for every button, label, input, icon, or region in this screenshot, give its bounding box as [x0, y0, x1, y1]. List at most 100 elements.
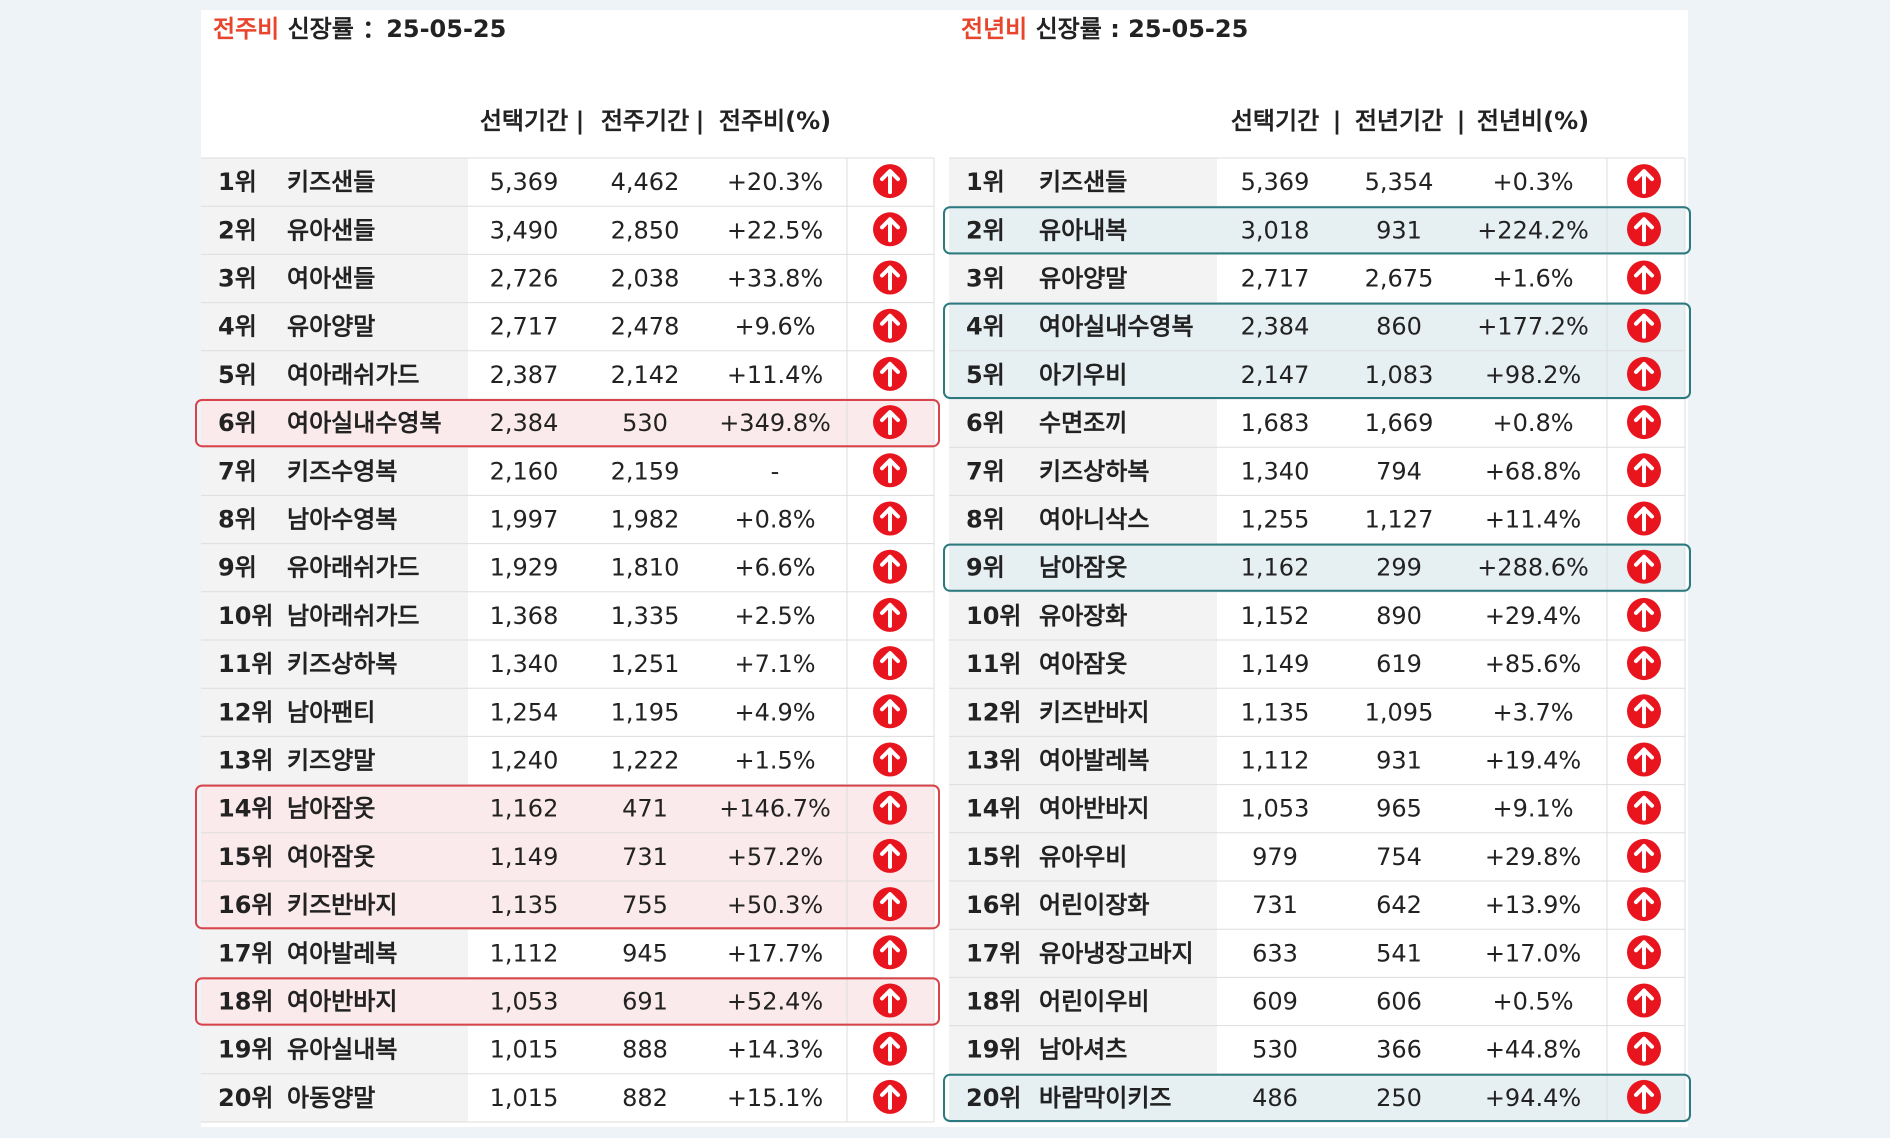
cell-value: 541 [1376, 939, 1422, 967]
cell-value: 2,717 [1241, 265, 1310, 293]
up-arrow [880, 410, 900, 436]
cell-value: 633 [1252, 939, 1298, 967]
cell-value: +146.7% [719, 795, 831, 823]
cell-value: 2,038 [611, 265, 680, 293]
cell-value: 5,354 [1365, 168, 1434, 196]
rank: 2위 [218, 216, 257, 244]
cell-value: +224.2% [1477, 216, 1589, 244]
cell-value: +17.0% [1485, 939, 1581, 967]
cell-value: 2,159 [611, 457, 680, 485]
cell-value: 794 [1376, 457, 1422, 485]
rank: 13위 [966, 747, 1021, 775]
cell-value: 486 [1252, 1084, 1298, 1112]
cell-value: +2.5% [734, 602, 815, 630]
up-arrow [1634, 602, 1654, 628]
up-arrow [880, 699, 900, 725]
rank: 9위 [218, 554, 257, 582]
up-arrow [880, 265, 900, 291]
cell-value: +3.7% [1492, 698, 1573, 726]
item-name: 여아실내수영복 [1039, 313, 1194, 341]
cell-value: 609 [1252, 988, 1298, 1016]
up-arrow [1634, 940, 1654, 966]
title-rest: 신장률 : 25-05-25 [1027, 15, 1248, 43]
cell-value: 1,254 [490, 698, 559, 726]
rank: 6위 [966, 409, 1005, 437]
item-name: 아동양말 [287, 1084, 375, 1112]
item-name: 남아잠옷 [287, 795, 375, 823]
item-name: 키즈샌들 [1039, 168, 1127, 196]
cell-value: 860 [1376, 313, 1422, 341]
highlight-border [943, 206, 1691, 255]
item-name: 여아발레복 [1039, 747, 1149, 775]
cell-value: 2,147 [1241, 361, 1310, 389]
column-header: 전주비(%) [719, 107, 831, 135]
up-arrow [1634, 699, 1654, 725]
highlight-bg [949, 206, 1685, 255]
rank: 4위 [218, 313, 257, 341]
cell-value: 619 [1376, 650, 1422, 678]
up-arrow [1634, 1036, 1654, 1062]
up-arrow [1634, 217, 1654, 243]
item-name: 여아발레복 [287, 939, 397, 967]
rank: 1위 [966, 168, 1005, 196]
item-name: 남아래쉬가드 [287, 602, 419, 630]
cell-value: 2,142 [611, 361, 680, 389]
cell-value: 2,160 [490, 457, 559, 485]
cell-value: 888 [622, 1036, 668, 1064]
highlight-border [943, 543, 1691, 592]
rank: 9위 [966, 554, 1005, 582]
table-title: 전년비 신장률 : 25-05-25 [961, 15, 1248, 43]
highlight-bg [201, 784, 934, 930]
cell-value: +0.3% [1492, 168, 1573, 196]
item-name: 남아셔츠 [1039, 1036, 1127, 1064]
item-name: 키즈반바지 [287, 891, 397, 919]
highlight-border [195, 399, 940, 448]
cell-value: 691 [622, 988, 668, 1016]
up-arrow [880, 1036, 900, 1062]
cell-value: +6.6% [734, 554, 815, 582]
cell-value: 1,135 [1241, 698, 1310, 726]
item-name: 유아내복 [1039, 216, 1127, 244]
cell-value: 4,462 [611, 168, 680, 196]
rank: 20위 [966, 1084, 1021, 1112]
item-name: 키즈상하복 [1039, 457, 1149, 485]
up-arrow [1634, 747, 1654, 773]
item-name: 여아샌들 [287, 265, 375, 293]
highlight-bg [949, 543, 1685, 592]
cell-value: 1,135 [490, 891, 559, 919]
cell-value: +29.4% [1485, 602, 1581, 630]
item-name: 유아래쉬가드 [287, 554, 419, 582]
item-name: 여아잠옷 [1039, 650, 1127, 678]
cell-value: 5,369 [1241, 168, 1310, 196]
cell-value: 2,478 [611, 313, 680, 341]
cell-value: 1,251 [611, 650, 680, 678]
item-name: 키즈상하복 [287, 650, 397, 678]
item-name: 수면조끼 [1039, 409, 1127, 437]
column-header: | [696, 107, 705, 135]
item-name: 바람막이키즈 [1039, 1084, 1171, 1112]
rank: 20위 [218, 1084, 273, 1112]
cell-value: 1,195 [611, 698, 680, 726]
up-arrow [880, 602, 900, 628]
rank: 16위 [218, 891, 273, 919]
up-arrow [1634, 892, 1654, 918]
cell-value: +9.6% [734, 313, 815, 341]
highlight-bg [949, 1073, 1685, 1122]
cell-value: 1,669 [1365, 409, 1434, 437]
cell-value: 754 [1376, 843, 1422, 871]
cell-value: 931 [1376, 747, 1422, 775]
up-arrow [1634, 169, 1654, 195]
item-name: 유아실내복 [287, 1036, 397, 1064]
cell-value: +68.8% [1485, 457, 1581, 485]
column-header: | [1457, 107, 1466, 135]
cell-value: +9.1% [1492, 795, 1573, 823]
cell-value: +0.5% [1492, 988, 1573, 1016]
cell-value: 1,162 [1241, 554, 1310, 582]
cell-value: 731 [622, 843, 668, 871]
up-arrow [880, 217, 900, 243]
up-arrow [880, 795, 900, 821]
rank: 14위 [218, 795, 273, 823]
cell-value: 1,929 [490, 554, 559, 582]
rank: 11위 [966, 650, 1021, 678]
rank: 15위 [966, 843, 1021, 871]
